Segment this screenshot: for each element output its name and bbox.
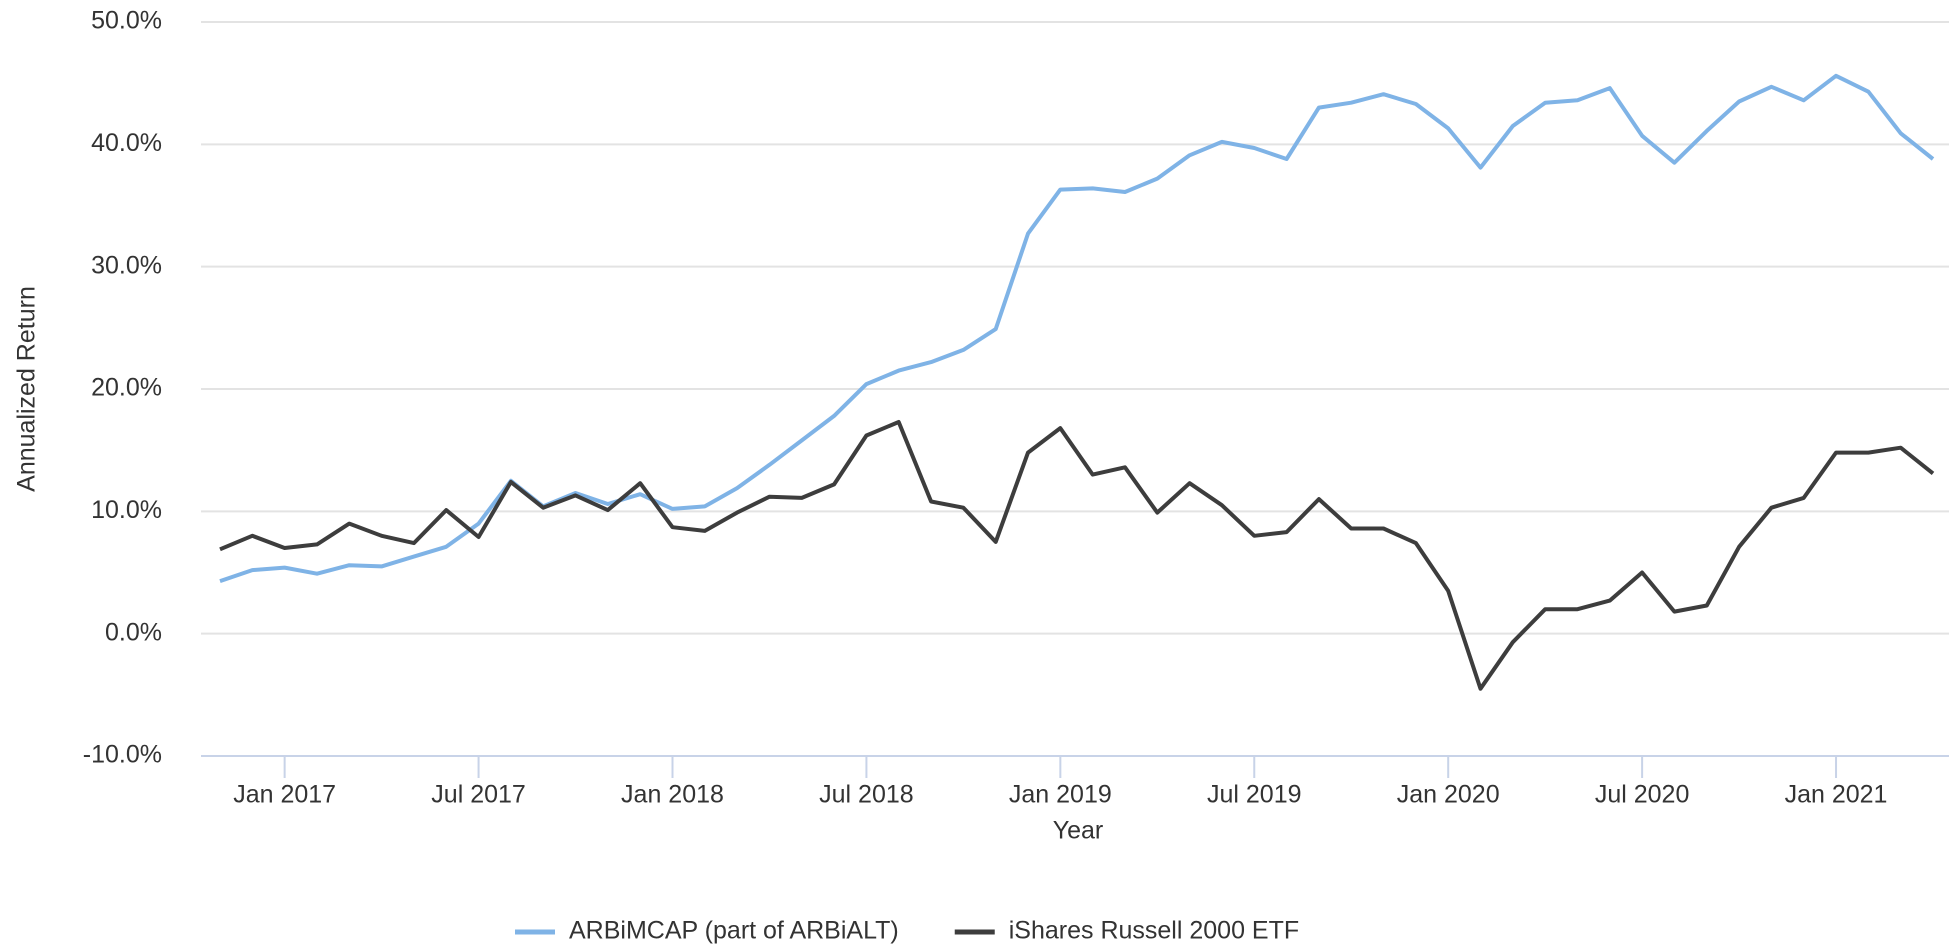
x-tick-label: Jul 2020	[1595, 781, 1690, 809]
x-tick-label: Jul 2019	[1207, 781, 1302, 809]
y-tick-label: 10.0%	[91, 496, 162, 524]
x-axis-title: Year	[1053, 817, 1104, 845]
y-tick-label: 0.0%	[105, 618, 162, 646]
x-tick-label: Jan 2017	[233, 781, 336, 809]
x-tick-label: Jan 2020	[1397, 781, 1500, 809]
x-tick-label: Jul 2018	[819, 781, 914, 809]
y-tick-label: 40.0%	[91, 129, 162, 157]
series-line	[219, 73, 1935, 583]
y-tick-label: 50.0%	[91, 7, 162, 35]
x-tick-label: Jan 2018	[621, 781, 724, 809]
x-tick-label: Jan 2019	[1009, 781, 1112, 809]
y-tick-label: 30.0%	[91, 251, 162, 279]
legend-label: ARBiMCAP (part of ARBiALT)	[569, 917, 899, 945]
x-tick-label: Jul 2017	[431, 781, 526, 809]
y-tick-label: 20.0%	[91, 374, 162, 402]
y-tick-label: -10.0%	[83, 741, 162, 769]
x-tick-label: Jan 2021	[1785, 781, 1888, 809]
y-axis-title: Annualized Return	[13, 286, 41, 492]
legend-label: iShares Russell 2000 ETF	[1009, 917, 1299, 945]
series-line	[219, 420, 1935, 691]
